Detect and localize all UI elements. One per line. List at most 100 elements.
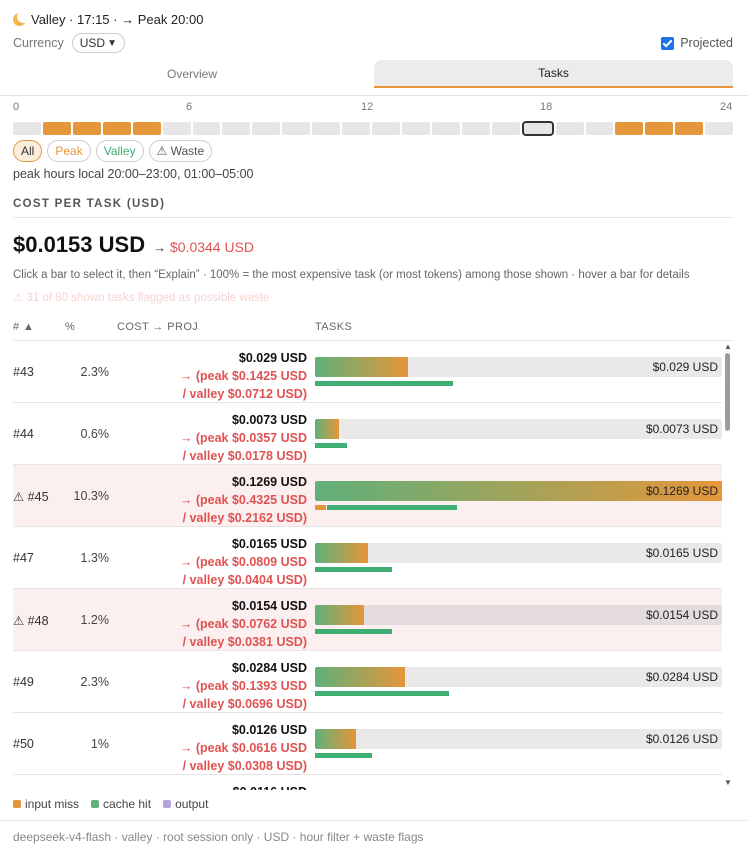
task-bar-fill xyxy=(315,605,364,625)
task-token-bars xyxy=(315,753,722,758)
hour-cell-7[interactable] xyxy=(222,122,251,135)
table-row[interactable]: #43 2.3% $0.029 USD → (peak $0.1425 USD / va… xyxy=(13,341,722,403)
scrollbar[interactable]: ▲ ▼ xyxy=(722,340,733,790)
legend-label: output xyxy=(175,797,209,811)
hour-cell-16[interactable] xyxy=(491,122,520,135)
hour-cell-5[interactable] xyxy=(162,122,191,135)
task-bar-fill xyxy=(315,543,368,563)
hour-cell-11[interactable] xyxy=(342,122,371,135)
task-token-bars xyxy=(315,443,722,448)
table-row[interactable]: #44 0.6% $0.0073 USD → (peak $0.0357 USD / v… xyxy=(13,403,722,465)
col-header-tasks[interactable]: TASKS xyxy=(315,321,353,333)
task-bar[interactable]: $0.0284 USD xyxy=(315,667,722,697)
table-row[interactable]: $0.0116 USD xyxy=(13,775,722,790)
task-bar-track: $0.0284 USD xyxy=(315,667,722,687)
task-bar-label: $0.0073 USD xyxy=(645,422,718,436)
hour-cell-2[interactable] xyxy=(72,122,101,135)
hour-cell-3[interactable] xyxy=(102,122,131,135)
task-cost-peak: → (peak $0.0357 USD xyxy=(179,431,307,445)
cache-hit-bar xyxy=(315,691,449,696)
table-row[interactable]: #49 2.3% $0.0284 USD → (peak $0.1393 USD / v… xyxy=(13,651,722,713)
task-percent: 1.2% xyxy=(80,613,110,627)
task-bar[interactable]: $0.0073 USD xyxy=(315,419,722,449)
legend-label: cache hit xyxy=(103,797,152,811)
hour-cell-19[interactable] xyxy=(585,122,614,135)
task-bar[interactable]: $0.0126 USD xyxy=(315,729,722,759)
hour-cell-13[interactable] xyxy=(401,122,430,135)
table-row[interactable]: #47 1.3% $0.0165 USD → (peak $0.0809 USD / v… xyxy=(13,527,722,589)
task-cost-peak: → (peak $0.4325 USD xyxy=(179,493,307,507)
currency-label: Currency xyxy=(13,36,64,50)
filter-peak-chip[interactable]: Peak xyxy=(47,140,91,162)
legend-swatch xyxy=(163,800,172,808)
hour-cell-6[interactable] xyxy=(192,122,221,135)
hour-cell-10[interactable] xyxy=(312,122,341,135)
scroll-down-icon[interactable]: ▼ xyxy=(724,778,732,787)
projected-cost: → $0.0344 USD xyxy=(153,239,254,255)
task-cost: $0.0154 USD → (peak $0.0762 USD / valley $… xyxy=(180,597,307,651)
tab-overview[interactable]: Overview xyxy=(166,67,217,81)
projected-checkbox[interactable] xyxy=(661,36,675,50)
task-bar-track: $0.0073 USD xyxy=(315,419,722,439)
hour-cell-12[interactable] xyxy=(372,122,400,135)
task-bar-fill xyxy=(315,357,408,377)
scroll-up-icon[interactable]: ▲ xyxy=(724,342,732,351)
hour-cell-18[interactable] xyxy=(555,122,584,135)
hour-cell-20[interactable] xyxy=(615,122,644,135)
task-bar-label: $0.029 USD xyxy=(652,360,718,374)
hour-cell-21[interactable] xyxy=(645,122,674,135)
task-percent: 0.6% xyxy=(80,427,110,441)
arrow-right-icon: → xyxy=(153,240,167,255)
moon-icon xyxy=(13,13,26,26)
task-bar[interactable]: $0.0154 USD xyxy=(315,605,722,635)
cache-hit-bar xyxy=(315,567,392,572)
task-bar-track: $0.1269 USD xyxy=(315,481,722,501)
projected-cost-value: $0.0344 USD xyxy=(169,239,255,255)
hour-cell-1[interactable] xyxy=(42,122,71,135)
hour-cell-9[interactable] xyxy=(282,122,311,135)
task-id: ⚠ #48 xyxy=(13,613,49,628)
filter-valley-chip[interactable]: Valley xyxy=(95,140,144,162)
col-header-cost[interactable]: COST → PROJ xyxy=(117,321,199,333)
task-percent: 2.3% xyxy=(80,365,110,379)
caret-down-icon: ▼ xyxy=(107,37,117,49)
hour-cell-0[interactable] xyxy=(13,122,41,135)
projected-toggle[interactable]: Projected xyxy=(661,36,733,50)
cost-value: $0.0153 USD xyxy=(13,232,146,257)
table-row[interactable]: #50 1% $0.0126 USD → (peak $0.0616 USD / val… xyxy=(13,713,722,775)
task-bar-track: $0.0165 USD xyxy=(315,543,722,563)
hour-cell-14[interactable] xyxy=(431,122,460,135)
task-bar-fill xyxy=(315,667,405,687)
hour-cell-17[interactable] xyxy=(521,121,554,136)
task-bar-fill xyxy=(315,481,722,501)
task-bar[interactable]: $0.1269 USD xyxy=(315,481,722,511)
col-header-pct[interactable]: % xyxy=(65,321,76,333)
task-token-bars xyxy=(315,629,722,634)
hour-cell-22[interactable] xyxy=(675,122,704,135)
hour-cell-4[interactable] xyxy=(132,122,161,135)
table-row[interactable]: ⚠ #45 10.3% $0.1269 USD → (peak $0.4325 USD… xyxy=(13,465,722,527)
col-header-id[interactable]: # ▲ xyxy=(13,321,35,333)
legend-item: input miss xyxy=(13,797,79,811)
task-percent: 2.3% xyxy=(80,675,110,689)
task-cost-peak: → (peak $0.1393 USD xyxy=(179,679,307,693)
task-bar[interactable]: $0.029 USD xyxy=(315,357,722,387)
task-bar-label: $0.0284 USD xyxy=(645,670,718,684)
legend-item: output xyxy=(163,797,208,811)
hour-cell-23[interactable] xyxy=(705,122,734,135)
table-row[interactable]: ⚠ #48 1.2% $0.0154 USD → (peak $0.0762 USD /… xyxy=(13,589,722,651)
hour-cell-15[interactable] xyxy=(461,122,490,135)
scroll-thumb[interactable] xyxy=(725,353,730,431)
task-id: #44 xyxy=(13,427,34,441)
currency-select[interactable]: USD ▼ xyxy=(71,33,125,53)
filter-all-chip[interactable]: All xyxy=(13,140,43,162)
tab-tasks[interactable]: Tasks xyxy=(374,60,733,88)
hour-cell-8[interactable] xyxy=(252,122,281,135)
filter-waste-chip[interactable]: ⚠ Waste xyxy=(148,140,213,162)
task-cost: $0.0116 USD xyxy=(233,783,307,790)
task-bar[interactable]: $0.0165 USD xyxy=(315,543,722,573)
task-cost: $0.029 USD → (peak $0.1425 USD / valley $0… xyxy=(180,349,307,403)
task-percent xyxy=(73,775,109,790)
hour-tick-24: 24 xyxy=(720,101,733,113)
legend: input miss cache hit output xyxy=(13,797,208,811)
